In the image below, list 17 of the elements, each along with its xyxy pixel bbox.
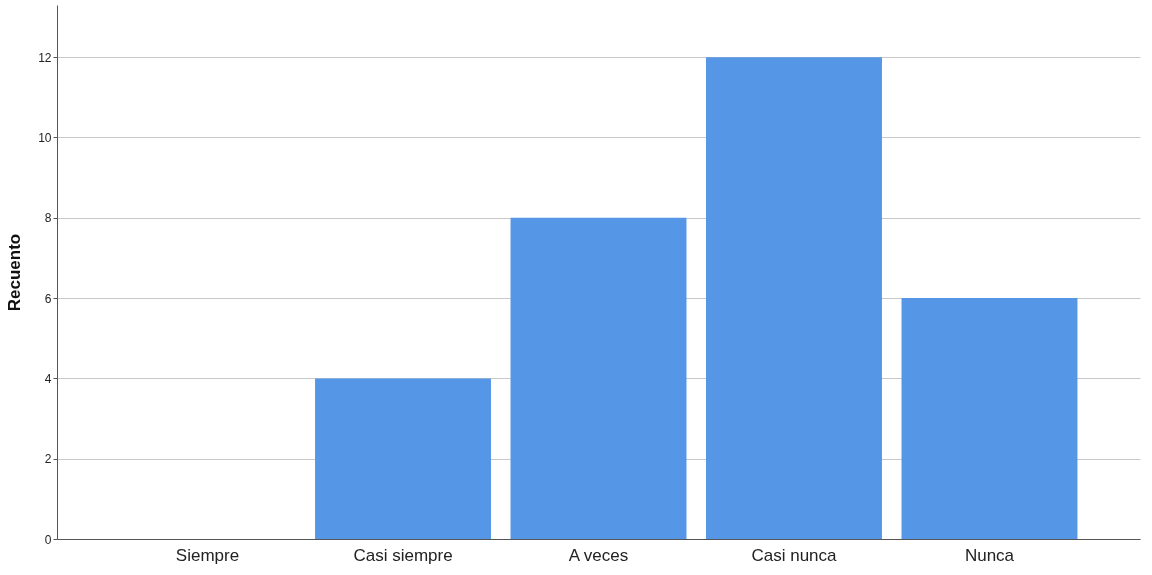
x-tick-label: Casi nunca	[751, 545, 838, 565]
bar	[315, 378, 491, 539]
y-tick-label: 2	[44, 452, 52, 467]
y-tick-label: 6	[44, 291, 52, 306]
x-tick-label: Siempre	[175, 545, 240, 565]
y-tick-label: 10	[38, 131, 52, 145]
x-tick-label: A veces	[568, 545, 629, 565]
bar	[706, 57, 882, 539]
y-axis-title: Recuento	[5, 233, 25, 312]
y-tick-label: 0	[44, 532, 52, 547]
bar	[510, 217, 687, 539]
x-tick-label: Nunca	[964, 545, 1015, 565]
x-tick-label: Casi siempre	[353, 545, 453, 565]
y-tick-label: 12	[38, 50, 52, 65]
y-tick-label: 4	[44, 371, 52, 386]
bar	[901, 298, 1078, 539]
y-tick-label: 8	[44, 211, 52, 226]
